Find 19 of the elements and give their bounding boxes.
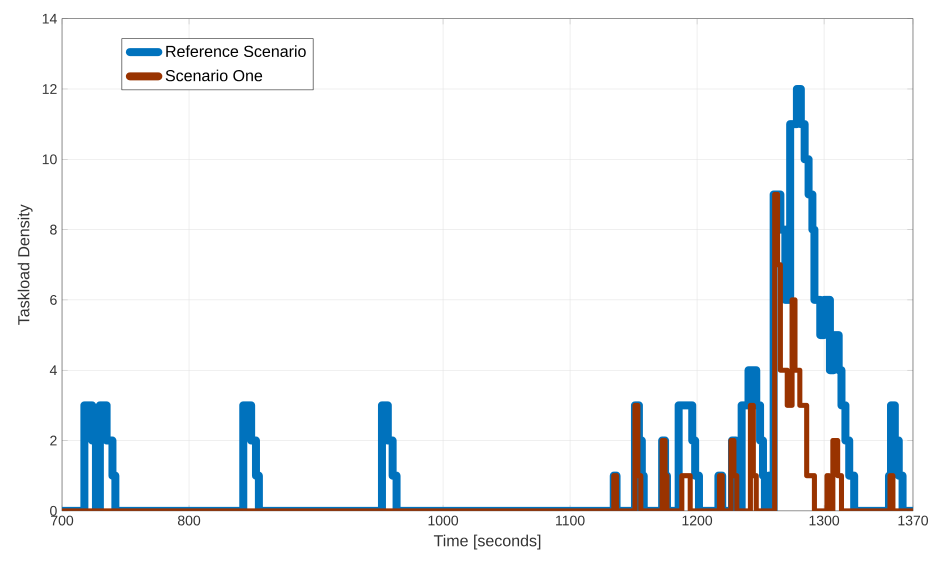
x-tick-label: 1300 bbox=[810, 516, 840, 526]
x-axis-title: Time [seconds] bbox=[434, 534, 540, 550]
y-tick-label: 14 bbox=[42, 14, 57, 24]
legend-label: Reference Scenario bbox=[166, 46, 306, 58]
y-tick-label: 2 bbox=[50, 436, 57, 446]
legend-label: Scenario One bbox=[166, 70, 262, 82]
y-tick-label: 12 bbox=[42, 84, 57, 94]
y-tick-label: 6 bbox=[50, 295, 57, 306]
x-tick-label: 1200 bbox=[682, 516, 712, 526]
y-axis-title: Taskload Density bbox=[18, 204, 33, 326]
y-tick-label: 4 bbox=[50, 366, 57, 376]
y-tick-label: 8 bbox=[50, 224, 57, 235]
x-tick-label: 1000 bbox=[428, 516, 458, 526]
y-tick-label: 0 bbox=[50, 506, 57, 516]
x-tick-label: 700 bbox=[51, 516, 74, 526]
x-tick-label: 800 bbox=[178, 516, 200, 526]
x-tick-label: 1100 bbox=[556, 516, 585, 526]
y-tick-label: 10 bbox=[42, 154, 57, 164]
x-tick-label: 1370 bbox=[898, 516, 928, 526]
